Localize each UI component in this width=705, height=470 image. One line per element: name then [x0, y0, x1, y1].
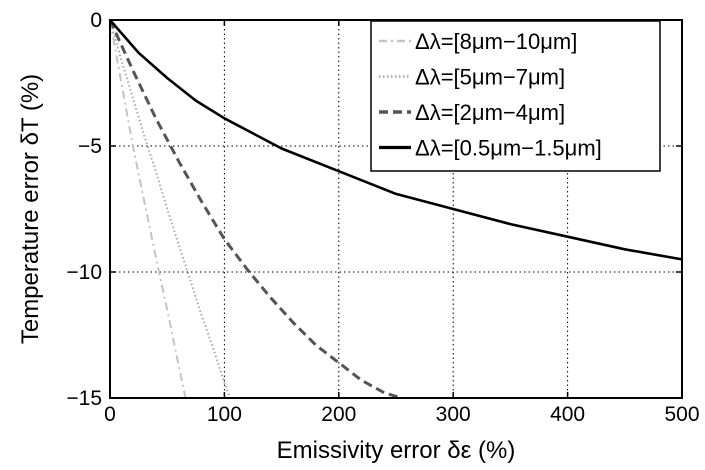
legend-entry-2: Δλ=[2μm−4μm] — [415, 100, 565, 125]
ticks: 0 100 200 300 400 500 0 −5 −10 −15 — [66, 9, 699, 426]
y-tick-label-2: −10 — [66, 261, 102, 284]
x-tick-label-0: 0 — [104, 403, 116, 426]
y-tick-label-3: −15 — [66, 387, 102, 410]
series-lines — [108, 19, 683, 400]
plot-frame — [109, 19, 683, 399]
legend-entry-3: Δλ=[0.5μm−1.5μm] — [415, 136, 602, 161]
x-tick-label-5: 500 — [664, 403, 699, 426]
legend-entry-1: Δλ=[5μm−7μm] — [415, 65, 565, 90]
series-line-3 — [109, 19, 683, 261]
x-tick-label-1: 100 — [207, 403, 242, 426]
y-tick-label-1: −5 — [78, 135, 102, 158]
series-line-2 — [108, 19, 403, 400]
x-tick-label-3: 300 — [436, 403, 471, 426]
legend: Δλ=[8μm−10μm] Δλ=[5μm−7μm] Δλ=[2μm−4μm] Δλ=… — [370, 20, 661, 172]
x-tick-label-4: 400 — [550, 403, 585, 426]
legend-entry-0: Δλ=[8μm−10μm] — [415, 29, 577, 54]
x-tick-label-2: 200 — [321, 403, 356, 426]
legend-box — [370, 20, 661, 172]
y-axis-label: Temperature error δT (%) — [17, 74, 44, 344]
series-line-0 — [109, 19, 187, 399]
series-line-1 — [109, 19, 232, 399]
y-tick-label-0: 0 — [90, 9, 102, 32]
x-axis-label: Emissivity error δε (%) — [277, 437, 516, 464]
